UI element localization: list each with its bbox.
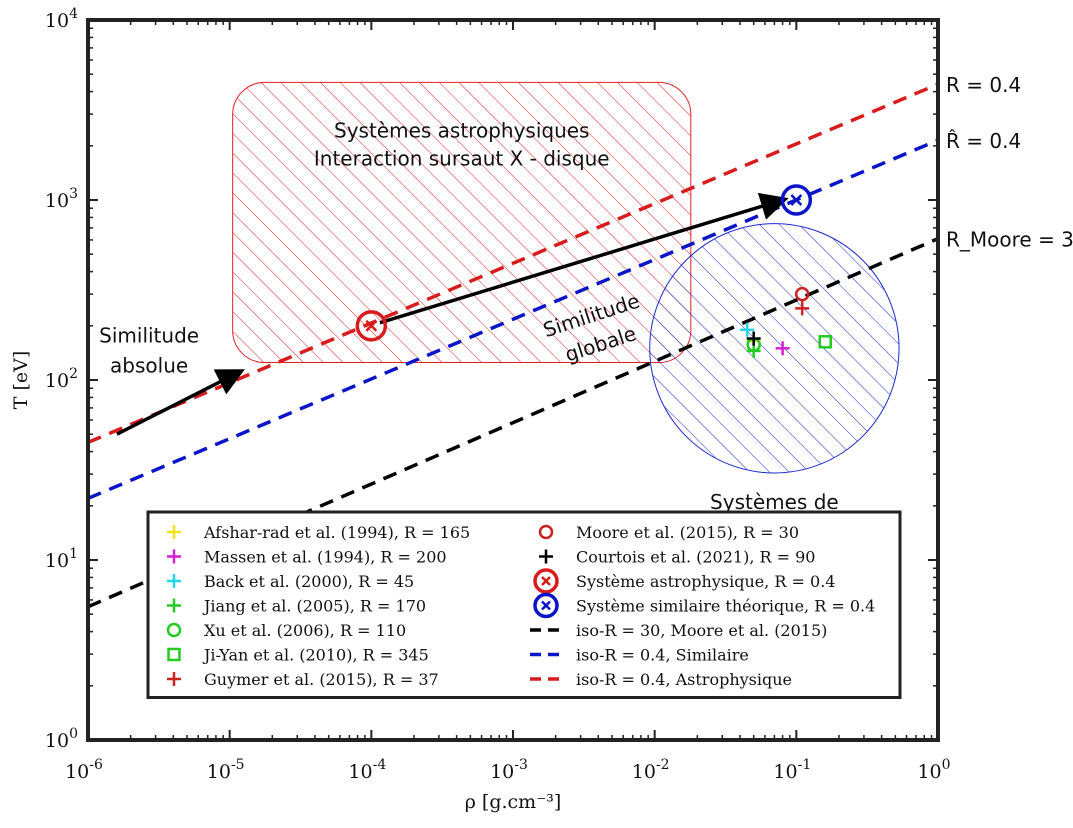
region-astro-label: Systèmes astrophysiques	[334, 118, 589, 142]
region-astro-label: Interaction sursaut X - disque	[314, 146, 610, 170]
legend-entry: Afshar-rad et al. (1994), R = 165	[167, 523, 470, 542]
point-5	[818, 335, 833, 349]
annotation-0: Similitude absolue	[99, 323, 199, 377]
point-2	[740, 322, 755, 337]
legend-marker	[533, 592, 559, 619]
legend-marker	[539, 549, 553, 564]
legend-entry: Back et al. (2000), R = 45	[167, 572, 414, 591]
legend: Afshar-rad et al. (1994), R = 165 Massen …	[146, 510, 902, 699]
y-tick-label: 100	[45, 726, 78, 752]
legend-marker	[167, 647, 181, 662]
legend-entry: Moore et al. (2015), R = 30	[538, 523, 799, 542]
x-tick-label: 10-2	[632, 757, 670, 783]
x-tick-label: 10-4	[348, 757, 386, 783]
legend-label: Jiang et al. (2005), R = 170	[202, 597, 426, 616]
arrow-0	[116, 369, 245, 436]
markers	[355, 184, 833, 358]
legend-label: Système similaire théorique, R = 0.4	[576, 597, 875, 616]
axes: 10-6 10-5 10-4 10-3 10-2 10-1 100 100 101 102 103 1…	[45, 6, 951, 783]
legend-marker	[167, 549, 181, 564]
point-10	[780, 184, 813, 216]
legend-label: Back et al. (2000), R = 45	[204, 572, 414, 591]
legend-marker	[538, 524, 554, 540]
legend-entry: iso-R = 0.4, Astrophysique	[530, 670, 792, 689]
legend-box	[146, 510, 902, 699]
legend-entry: iso-R = 0.4, Similaire	[530, 646, 749, 665]
legend-label: Courtois et al. (2021), R = 90	[576, 548, 815, 567]
legend-entry: Système astrophysique, R = 0.4	[533, 568, 835, 594]
point-1	[775, 341, 790, 356]
legend-marker	[533, 568, 559, 594]
annotation-text: absolue	[110, 353, 188, 377]
point-7	[794, 286, 810, 302]
legend-entry: Xu et al. (2006), R = 110	[166, 621, 406, 640]
iso-line-0	[88, 237, 938, 609]
legend-entry: Guymer et al. (2015), R = 37	[167, 670, 439, 689]
iso-line-label: R̂ = 0.4	[946, 129, 1021, 153]
x-tick-label: 10-6	[65, 757, 103, 783]
legend-marker	[167, 598, 181, 613]
y-tick-label: 101	[45, 546, 78, 572]
legend-label: Moore et al. (2015), R = 30	[576, 523, 799, 542]
point-8	[746, 331, 761, 346]
iso-line-label: R_Moore = 30	[946, 228, 1073, 252]
arrow-1	[379, 192, 789, 325]
x-axis-label: ρ [g.cm⁻³]	[465, 791, 562, 813]
legend-label: Afshar-rad et al. (1994), R = 165	[203, 523, 470, 542]
legend-label: Xu et al. (2006), R = 110	[204, 621, 406, 640]
arrows	[116, 192, 789, 436]
y-tick-label: 104	[45, 6, 78, 32]
region-labo	[649, 223, 900, 474]
x-tick-label: 10-3	[490, 757, 528, 783]
x-tick-label: 10-1	[773, 757, 811, 783]
legend-label: iso-R = 30, Moore et al. (2015)	[576, 621, 827, 640]
x-tick-label: 100	[917, 757, 950, 783]
legend-label: iso-R = 0.4, Astrophysique	[576, 670, 792, 689]
legend-label: iso-R = 0.4, Similaire	[576, 646, 749, 665]
iso-line-2	[88, 82, 938, 445]
legend-marker	[167, 525, 181, 539]
annotation-text: Similitude	[99, 323, 199, 347]
legend-entry: Système similaire théorique, R = 0.4	[533, 592, 875, 619]
regions: Systèmes astrophysiques Interaction sursa…	[232, 81, 900, 542]
line-end-labels: R_Moore = 30 R̂ = 0.4 R = 0.4	[946, 73, 1073, 251]
y-tick-label: 102	[45, 366, 78, 392]
region-labo-label: Systèmes de	[710, 490, 839, 514]
legend-entry: Courtois et al. (2021), R = 90	[539, 548, 815, 567]
legend-label: Ji-Yan et al. (2010), R = 345	[202, 646, 429, 665]
legend-label: Guymer et al. (2015), R = 37	[204, 670, 439, 689]
legend-label: Système astrophysique, R = 0.4	[576, 572, 835, 591]
legend-entry: iso-R = 30, Moore et al. (2015)	[530, 621, 827, 640]
iso-line-label: R = 0.4	[946, 73, 1021, 97]
y-axis-label: T [eV]	[10, 351, 32, 410]
y-tick-label: 103	[45, 186, 78, 212]
point-6	[795, 301, 810, 316]
legend-entry: Massen et al. (1994), R = 200	[167, 548, 447, 567]
legend-marker	[166, 622, 182, 638]
point-9	[355, 310, 388, 342]
legend-marker	[167, 672, 181, 686]
legend-marker	[167, 574, 181, 588]
legend-entry: Jiang et al. (2005), R = 170	[167, 597, 426, 616]
legend-label: Massen et al. (1994), R = 200	[204, 548, 447, 567]
legend-entry: Ji-Yan et al. (2010), R = 345	[167, 646, 429, 665]
x-tick-label: 10-5	[207, 757, 245, 783]
